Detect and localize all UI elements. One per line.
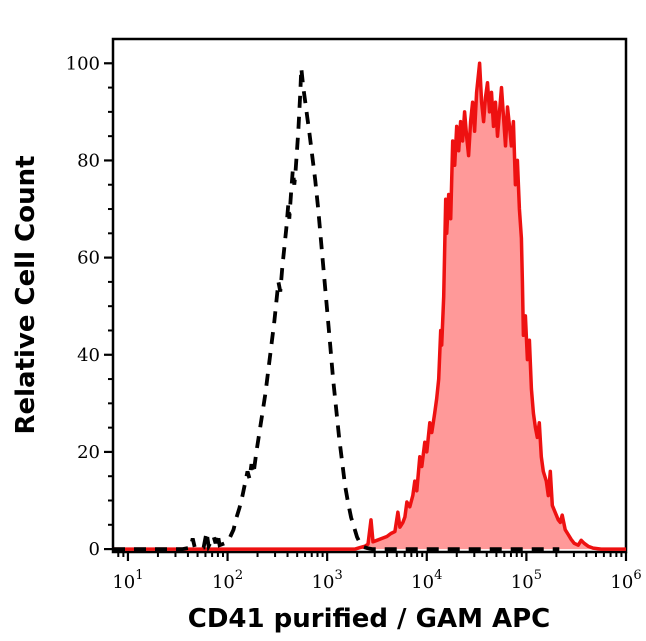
y-axis-tick-labels: 0 20 40 60 80 100 [66, 53, 100, 560]
x-tick-label-1e6: 106 [610, 568, 641, 593]
stained-outline [113, 61, 626, 551]
y-axis-title: Relative Cell Count [11, 155, 41, 434]
x-tick-label-1e4: 104 [411, 568, 442, 593]
stained-fill-area [113, 63, 626, 550]
x-tick-label-1e1: 101 [112, 568, 143, 593]
y-tick-label-40: 40 [77, 345, 100, 366]
plot-border [111, 37, 628, 554]
x-tick-label-1e2: 102 [212, 568, 243, 593]
y-tick-label-0: 0 [89, 539, 100, 560]
x-axis-title: CD41 purified / GAM APC [188, 604, 551, 634]
y-axis-ticks [104, 62, 113, 551]
control-series [113, 67, 560, 553]
y-tick-label-20: 20 [77, 442, 100, 463]
x-axis-tick-labels: 101 102 103 104 105 106 [112, 568, 641, 593]
stained-series [113, 61, 626, 551]
x-tick-label-1e5: 105 [511, 568, 542, 593]
x-axis-ticks [117, 552, 628, 561]
y-tick-label-100: 100 [66, 53, 100, 74]
y-tick-label-80: 80 [77, 150, 100, 171]
y-tick-label-60: 60 [77, 248, 100, 269]
control-dashed-line [113, 67, 560, 553]
x-tick-label-1e3: 103 [312, 568, 343, 593]
